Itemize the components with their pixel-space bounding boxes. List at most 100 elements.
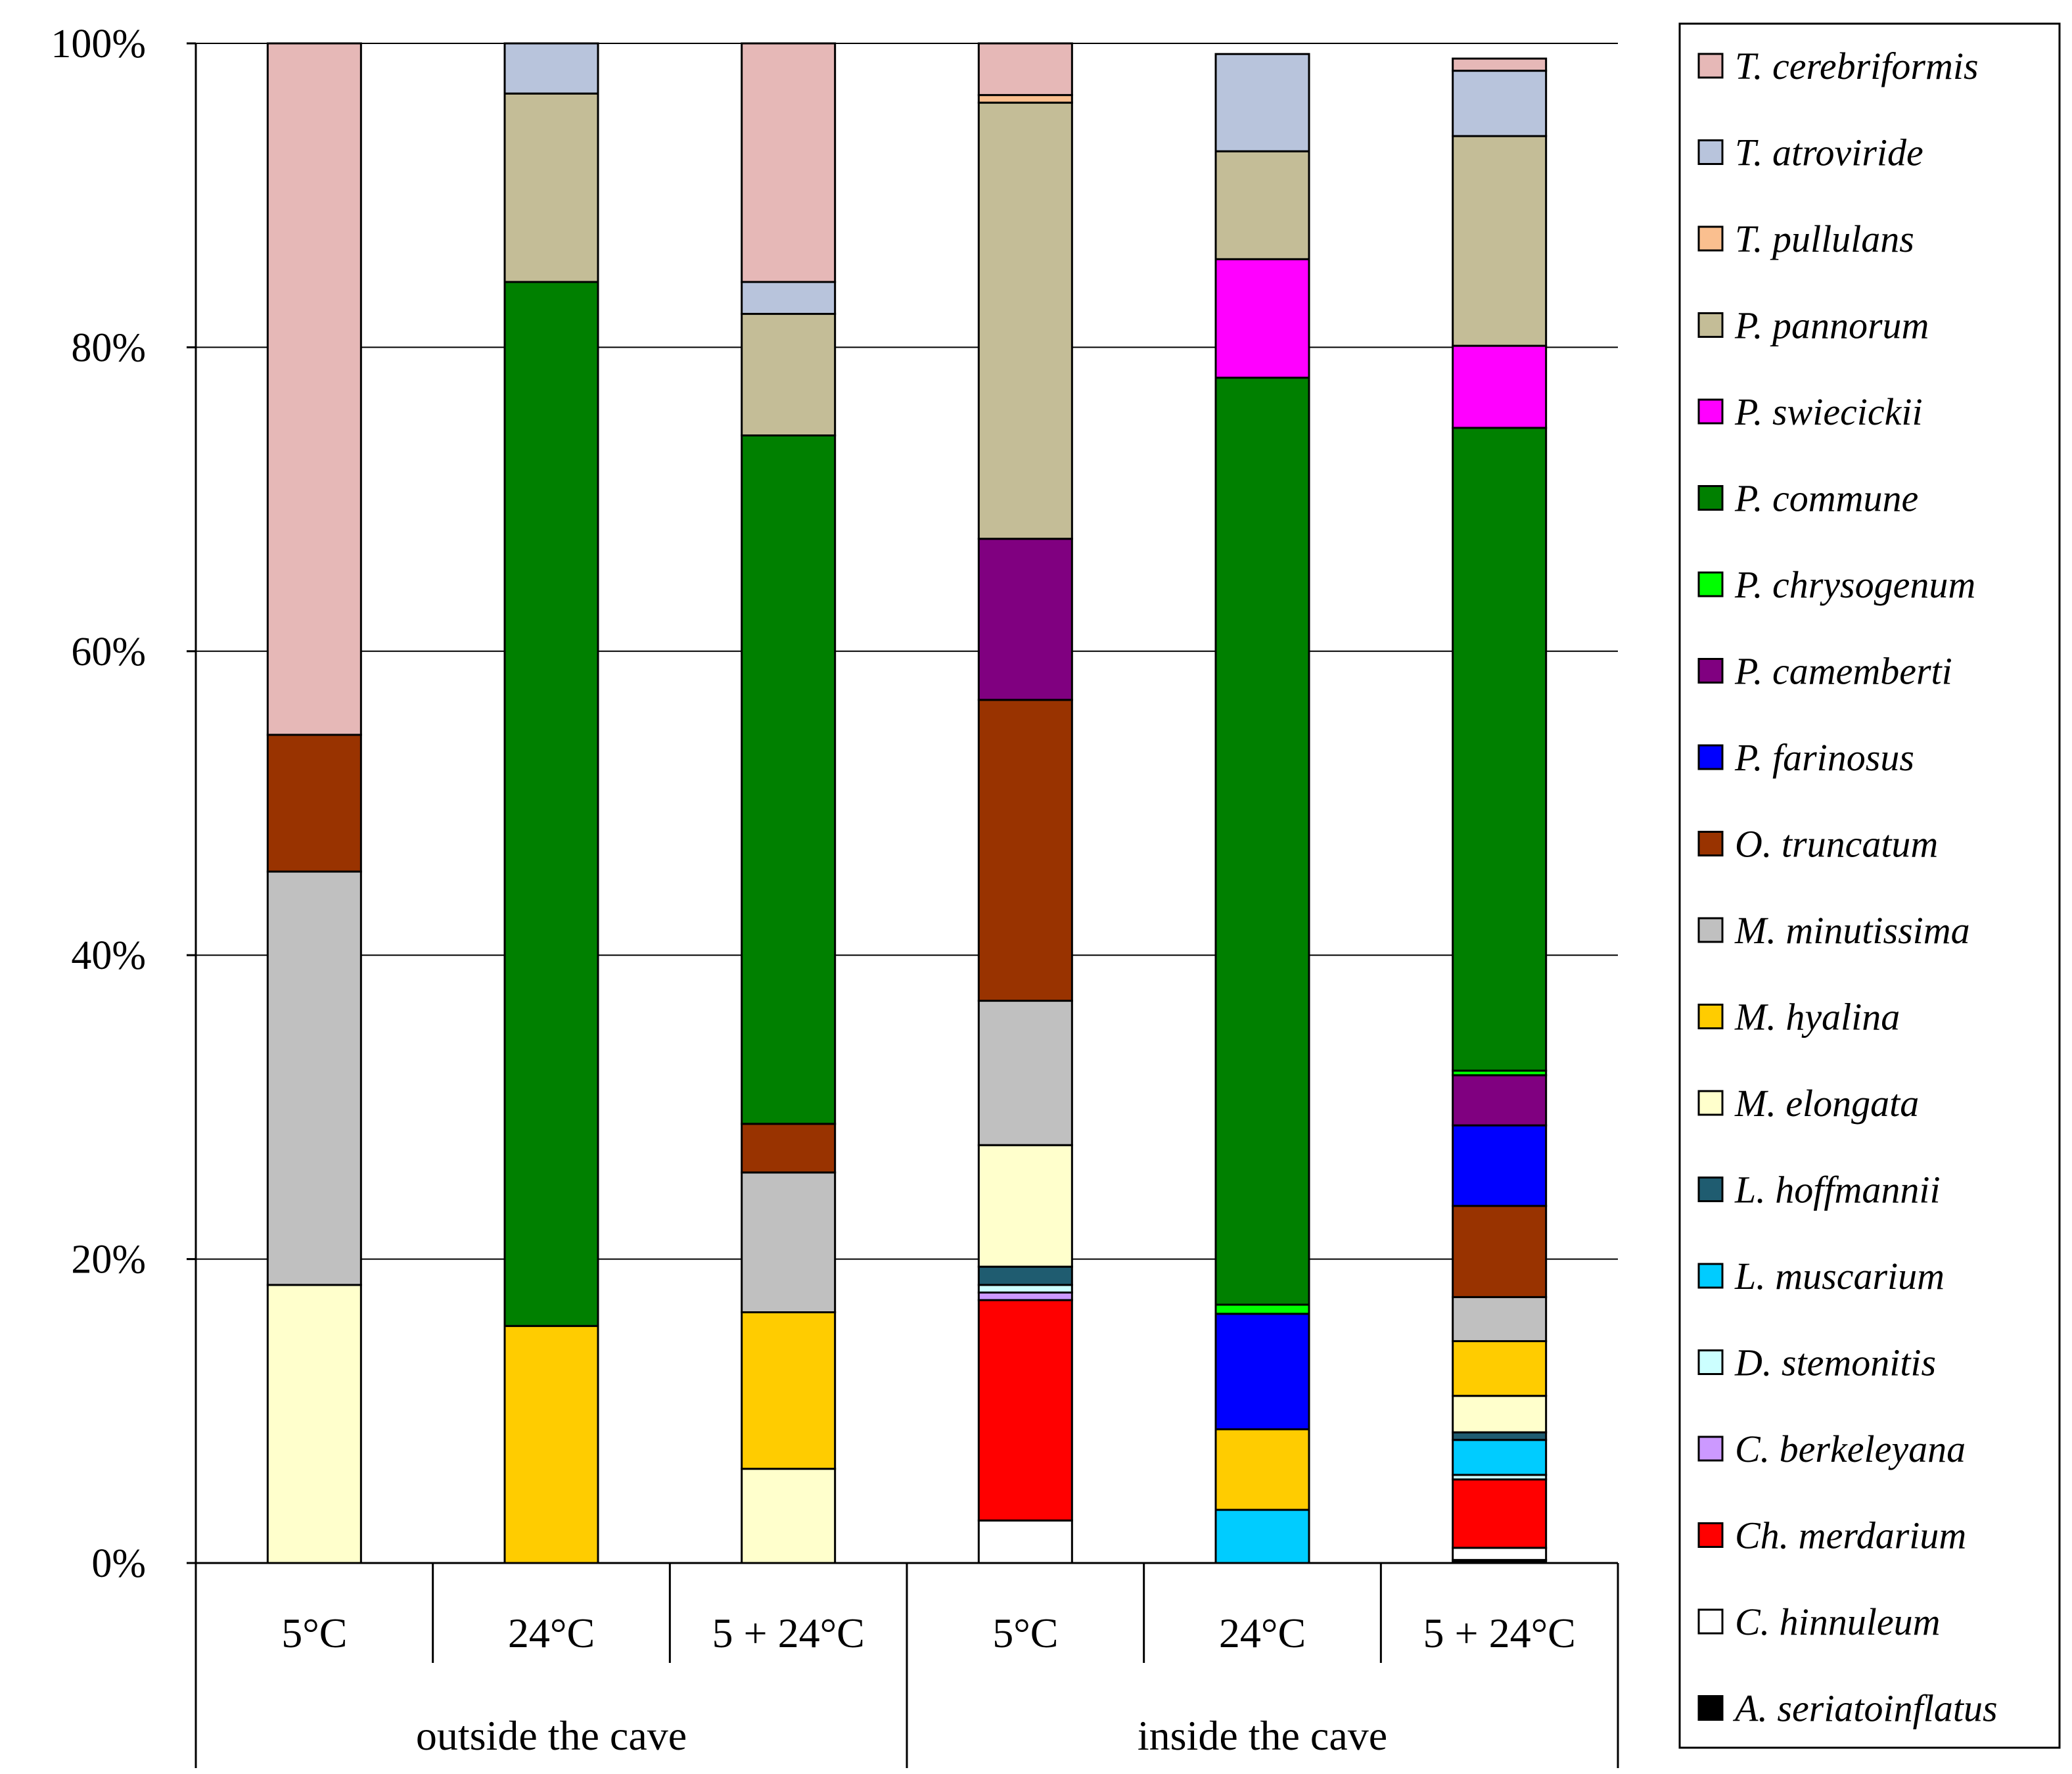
legend-swatch-l-hoffmannii bbox=[1697, 1177, 1724, 1202]
bar-segment-2-t-atroviride bbox=[503, 42, 599, 95]
bar-segment-6-t-cerebriformis bbox=[1452, 57, 1548, 72]
legend-label-o-truncatum: O. truncatum bbox=[1735, 823, 1938, 866]
bar-segment-6-p-camemberti bbox=[1452, 1074, 1548, 1127]
bar-segment-6-o-truncatum bbox=[1452, 1205, 1548, 1298]
bar-segment-6-l-muscarium bbox=[1452, 1439, 1548, 1476]
bar-segment-5-p-swiecickii bbox=[1214, 258, 1310, 379]
bar-segment-4-l-hoffmannii bbox=[977, 1265, 1073, 1286]
category-label: 5 + 24°C bbox=[1423, 1610, 1575, 1656]
legend-label-p-pannorum: P. pannorum bbox=[1734, 304, 1929, 347]
bar-segment-4-m-minutissima bbox=[977, 1000, 1073, 1146]
x-category-labels: 5°C 24°C 5 + 24°C 5°C 24°C 5 + 24°C outside th… bbox=[281, 1610, 1576, 1759]
legend-swatch-p-commune bbox=[1697, 485, 1724, 511]
y-tick-label: 80% bbox=[71, 325, 146, 370]
category-label: 5°C bbox=[281, 1610, 347, 1656]
bar-segment-5-p-chrysogenum bbox=[1214, 1303, 1310, 1315]
legend-swatch-l-muscarium bbox=[1697, 1263, 1724, 1289]
bar-segment-1-m-elongata bbox=[266, 1284, 362, 1564]
bar-segment-5-p-commune bbox=[1214, 377, 1310, 1306]
bar-segment-6-c-hinnuleum bbox=[1452, 1547, 1548, 1561]
bar-segment-3-m-elongata bbox=[741, 1468, 837, 1564]
bar-segment-1-m-minutissima bbox=[266, 870, 362, 1286]
legend-box bbox=[1678, 22, 2061, 1749]
legend-swatch-t-cerebriformis bbox=[1697, 53, 1724, 79]
bar-segment-6-t-atroviride bbox=[1452, 70, 1548, 137]
bar-segment-4-t-cerebriformis bbox=[977, 42, 1073, 97]
legend-label-c-hinnuleum: C. hinnuleum bbox=[1735, 1600, 1941, 1643]
legend-label-p-camemberti: P. camemberti bbox=[1734, 650, 1952, 693]
bar-segment-3-t-atroviride bbox=[741, 281, 837, 315]
group-label: outside the cave bbox=[416, 1712, 687, 1759]
bar-segment-5-p-pannorum bbox=[1214, 150, 1310, 260]
legend-swatch-m-minutissima bbox=[1697, 917, 1724, 943]
legend-swatch-o-truncatum bbox=[1697, 831, 1724, 856]
legend-swatch-t-atroviride bbox=[1697, 139, 1724, 165]
legend-swatch-d-stemonitis bbox=[1697, 1349, 1724, 1375]
bar-segment-2-p-commune bbox=[503, 281, 599, 1327]
category-label: 24°C bbox=[508, 1610, 595, 1656]
legend-label-d-stemonitis: D. stemonitis bbox=[1734, 1342, 1936, 1384]
bar-segment-6-m-hyalina bbox=[1452, 1340, 1548, 1397]
bar-segment-4-m-elongata bbox=[977, 1144, 1073, 1268]
legend-label-m-hyalina: M. hyalina bbox=[1734, 996, 1900, 1039]
bar-segment-4-o-truncatum bbox=[977, 699, 1073, 1002]
legend-label-l-hoffmannii: L. hoffmannii bbox=[1734, 1169, 1941, 1211]
legend-label-p-chrysogenum: P. chrysogenum bbox=[1734, 563, 1975, 606]
legend-label-c-berkeleyana: C. berkeleyana bbox=[1735, 1428, 1966, 1470]
bar-segment-5-p-farinosus bbox=[1214, 1313, 1310, 1431]
legend-swatch-p-chrysogenum bbox=[1697, 571, 1724, 597]
bar-segment-6-p-swiecickii bbox=[1452, 344, 1548, 429]
y-tick-labels: 0% 20% 40% 60% 80% 100% bbox=[51, 22, 146, 1586]
bar-segment-4-t-pullulans bbox=[977, 94, 1073, 104]
y-tick-label: 100% bbox=[51, 22, 146, 66]
bar-segment-4-p-pannorum bbox=[977, 101, 1073, 540]
bar-segment-2-p-pannorum bbox=[503, 92, 599, 283]
y-tick-label: 0% bbox=[91, 1541, 146, 1586]
bar-segment-3-m-minutissima bbox=[741, 1171, 837, 1314]
legend-swatch-p-swiecickii bbox=[1697, 398, 1724, 425]
bar-segment-4-ch-merdarium bbox=[977, 1299, 1073, 1522]
bar-segment-6-p-pannorum bbox=[1452, 135, 1548, 347]
axes bbox=[187, 42, 1619, 1768]
legend-label-t-pullulans: T. pullulans bbox=[1735, 218, 1914, 260]
bar-segment-1-o-truncatum bbox=[266, 734, 362, 873]
legend-label-p-commune: P. commune bbox=[1734, 477, 1918, 520]
legend-swatch-m-elongata bbox=[1697, 1090, 1724, 1116]
legend-label-ch-merdarium: Ch. merdarium bbox=[1735, 1514, 1966, 1557]
legend-label-p-swiecickii: P. swiecickii bbox=[1734, 390, 1923, 433]
bar-segment-6-p-farinosus bbox=[1452, 1124, 1548, 1207]
legend-swatch-a-seriatoinflatus bbox=[1697, 1695, 1724, 1721]
legend-swatch-m-hyalina bbox=[1697, 1004, 1724, 1029]
bar-segment-2-m-hyalina bbox=[503, 1324, 599, 1564]
bar-segment-6-m-elongata bbox=[1452, 1395, 1548, 1434]
bar-segment-5-m-hyalina bbox=[1214, 1428, 1310, 1511]
y-tick-label: 40% bbox=[71, 933, 146, 978]
legend-swatch-ch-merdarium bbox=[1697, 1522, 1724, 1548]
bar-segment-6-ch-merdarium bbox=[1452, 1478, 1548, 1549]
group-label: inside the cave bbox=[1138, 1712, 1387, 1759]
bar-segment-6-l-hoffmannii bbox=[1452, 1431, 1548, 1441]
bar-segment-4-c-hinnuleum bbox=[977, 1519, 1073, 1564]
legend-label-p-farinosus: P. farinosus bbox=[1734, 736, 1914, 779]
bar-segment-3-p-commune bbox=[741, 434, 837, 1125]
gridlines bbox=[196, 43, 1618, 1260]
legend-label-m-elongata: M. elongata bbox=[1734, 1082, 1919, 1125]
bar-segment-3-p-pannorum bbox=[741, 313, 837, 436]
legend-swatch-p-camemberti bbox=[1697, 658, 1724, 684]
bars bbox=[266, 42, 1548, 1564]
legend-label-m-minutissima: M. minutissima bbox=[1734, 909, 1970, 952]
category-label: 5 + 24°C bbox=[712, 1610, 864, 1656]
legend-swatch-c-hinnuleum bbox=[1697, 1608, 1724, 1635]
bar-segment-6-p-commune bbox=[1452, 427, 1548, 1072]
legend-label-a-seriatoinflatus: A. seriatoinflatus bbox=[1732, 1687, 1998, 1730]
legend-swatch-c-berkeleyana bbox=[1697, 1436, 1724, 1462]
category-label: 5°C bbox=[992, 1610, 1058, 1656]
y-tick-label: 60% bbox=[71, 630, 146, 674]
bar-segment-4-c-berkeleyana bbox=[977, 1291, 1073, 1301]
bar-segment-3-o-truncatum bbox=[741, 1123, 837, 1174]
legend-label-l-muscarium: L. muscarium bbox=[1734, 1255, 1945, 1297]
bar-segment-5-l-muscarium bbox=[1214, 1508, 1310, 1564]
legend-swatch-p-farinosus bbox=[1697, 744, 1724, 770]
bar-segment-3-t-cerebriformis bbox=[741, 42, 837, 283]
